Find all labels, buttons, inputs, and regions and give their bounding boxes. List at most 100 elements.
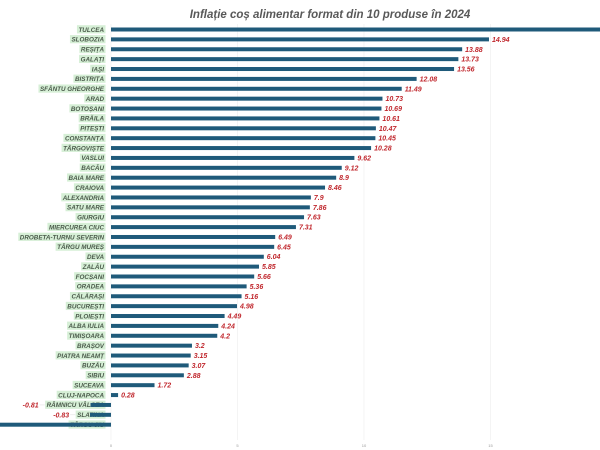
category-highlight bbox=[73, 311, 106, 320]
bar bbox=[111, 27, 600, 32]
category-label: BUZĂU bbox=[82, 361, 104, 370]
category-label: CRAIOVA bbox=[75, 185, 104, 192]
category-label: ARAD bbox=[85, 96, 105, 103]
value-label: 6.04 bbox=[267, 254, 281, 261]
category-highlight bbox=[63, 133, 106, 143]
value-label: 13.56 bbox=[457, 67, 475, 74]
value-label: 10.47 bbox=[379, 126, 398, 133]
bar bbox=[111, 215, 305, 220]
bar bbox=[111, 76, 417, 81]
category-label: DEVA bbox=[87, 254, 104, 261]
x-tick-label: 5 bbox=[236, 443, 239, 448]
bar bbox=[111, 363, 189, 368]
category-highlight bbox=[90, 64, 106, 73]
category-label: ORADEA bbox=[77, 284, 105, 291]
value-label: 3.2 bbox=[195, 343, 205, 350]
category-label: BRAȘOV bbox=[77, 343, 105, 350]
value-label: 10.28 bbox=[374, 146, 392, 153]
value-label: 13.73 bbox=[461, 57, 479, 64]
bar bbox=[111, 284, 247, 289]
value-label: 3.07 bbox=[192, 363, 207, 370]
value-label: -0.81 bbox=[23, 402, 39, 409]
bar bbox=[111, 323, 219, 328]
bar bbox=[111, 116, 380, 121]
value-label: 5.36 bbox=[250, 284, 264, 291]
bar bbox=[111, 304, 237, 309]
bar bbox=[111, 244, 275, 249]
bar bbox=[111, 57, 459, 62]
category-label: ALEXANDRIA bbox=[62, 195, 105, 202]
value-label: 8.9 bbox=[339, 175, 349, 182]
bar bbox=[111, 165, 342, 170]
bar bbox=[111, 274, 255, 279]
category-label: CLUJ-NAPOCA bbox=[58, 392, 104, 399]
value-label: 10.69 bbox=[384, 106, 402, 113]
bar bbox=[111, 353, 191, 358]
value-label: 6.49 bbox=[278, 234, 292, 241]
value-label: 7.9 bbox=[314, 195, 324, 202]
category-highlight bbox=[74, 272, 106, 281]
category-label: PIATRA NEAMȚ bbox=[57, 353, 105, 360]
category-highlight bbox=[45, 400, 106, 409]
bar bbox=[111, 146, 372, 151]
bar bbox=[111, 373, 184, 378]
category-label: ALBA IULIA bbox=[68, 323, 105, 330]
category-highlight bbox=[38, 84, 106, 93]
category-highlight bbox=[65, 301, 106, 311]
value-label: -0.83 bbox=[53, 412, 69, 419]
bar bbox=[111, 175, 337, 180]
category-highlight bbox=[85, 252, 106, 261]
chart-title: Inflație coș alimentar format din 10 pro… bbox=[190, 9, 471, 21]
bar bbox=[111, 234, 276, 239]
value-label: 9.12 bbox=[345, 165, 359, 172]
category-highlight bbox=[61, 193, 106, 202]
bar bbox=[111, 155, 355, 160]
category-highlight bbox=[79, 163, 106, 172]
category-highlight bbox=[55, 242, 106, 251]
category-label: BAIA MARE bbox=[69, 175, 105, 182]
bar bbox=[111, 383, 155, 388]
category-label: SATU MARE bbox=[67, 205, 105, 212]
category-label: IAȘI bbox=[92, 66, 104, 73]
category-label: VASLUI bbox=[81, 155, 104, 162]
category-highlight bbox=[18, 232, 106, 241]
bar bbox=[111, 205, 310, 210]
x-tick-label: 0 bbox=[110, 443, 113, 448]
value-label: 7.86 bbox=[313, 205, 327, 212]
category-highlight bbox=[47, 222, 106, 231]
category-label: CĂLĂRAȘI bbox=[71, 292, 104, 301]
category-label: TÂRGOVIȘTE bbox=[63, 143, 105, 152]
bar bbox=[111, 393, 119, 398]
category-label: BACĂU bbox=[81, 163, 104, 172]
category-label: CONSTANȚA bbox=[65, 135, 105, 142]
category-highlight bbox=[80, 361, 106, 370]
value-label: 10.73 bbox=[385, 96, 403, 103]
category-highlight bbox=[65, 203, 106, 212]
category-label: RÂMNICU VÂLCEA bbox=[47, 400, 105, 409]
category-label: GALAȚI bbox=[81, 56, 105, 63]
category-highlight bbox=[79, 153, 106, 162]
bar bbox=[111, 294, 242, 299]
value-label: 2.88 bbox=[186, 373, 201, 380]
category-highlight bbox=[73, 74, 106, 83]
bar bbox=[111, 185, 326, 190]
bar bbox=[111, 333, 218, 338]
category-highlight bbox=[75, 282, 106, 291]
category-highlight bbox=[73, 183, 106, 192]
bar bbox=[111, 96, 383, 101]
category-label: BRĂILA bbox=[80, 114, 104, 123]
value-label: 9.62 bbox=[357, 155, 371, 162]
bar bbox=[111, 264, 260, 269]
category-label: SUCEAVA bbox=[74, 382, 104, 389]
value-label: 5.66 bbox=[257, 274, 271, 281]
category-highlight bbox=[55, 351, 106, 360]
value-label: 6.45 bbox=[277, 244, 291, 251]
value-label: 4.98 bbox=[239, 304, 254, 311]
category-label: SIBIU bbox=[87, 373, 104, 380]
bar bbox=[111, 126, 376, 131]
category-label: DROBETA-TURNU SEVERIN bbox=[20, 234, 105, 241]
category-highlight bbox=[67, 173, 106, 182]
category-highlight bbox=[79, 54, 106, 64]
category-highlight bbox=[67, 321, 106, 330]
